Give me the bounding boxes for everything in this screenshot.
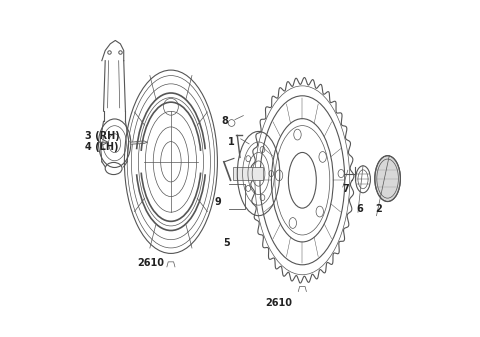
Text: 2610: 2610 bbox=[137, 258, 164, 268]
Polygon shape bbox=[131, 141, 147, 144]
Text: 5: 5 bbox=[223, 238, 230, 248]
Text: 6: 6 bbox=[356, 204, 363, 214]
Text: 1: 1 bbox=[228, 136, 235, 147]
Text: 9: 9 bbox=[215, 197, 221, 207]
Polygon shape bbox=[233, 167, 263, 180]
Text: 2610: 2610 bbox=[265, 298, 292, 308]
Text: 7: 7 bbox=[343, 184, 349, 194]
Ellipse shape bbox=[375, 156, 400, 202]
Text: 8: 8 bbox=[221, 116, 228, 126]
Text: 2: 2 bbox=[375, 204, 382, 214]
Text: 3 (RH)
4 (LH): 3 (RH) 4 (LH) bbox=[85, 131, 120, 152]
